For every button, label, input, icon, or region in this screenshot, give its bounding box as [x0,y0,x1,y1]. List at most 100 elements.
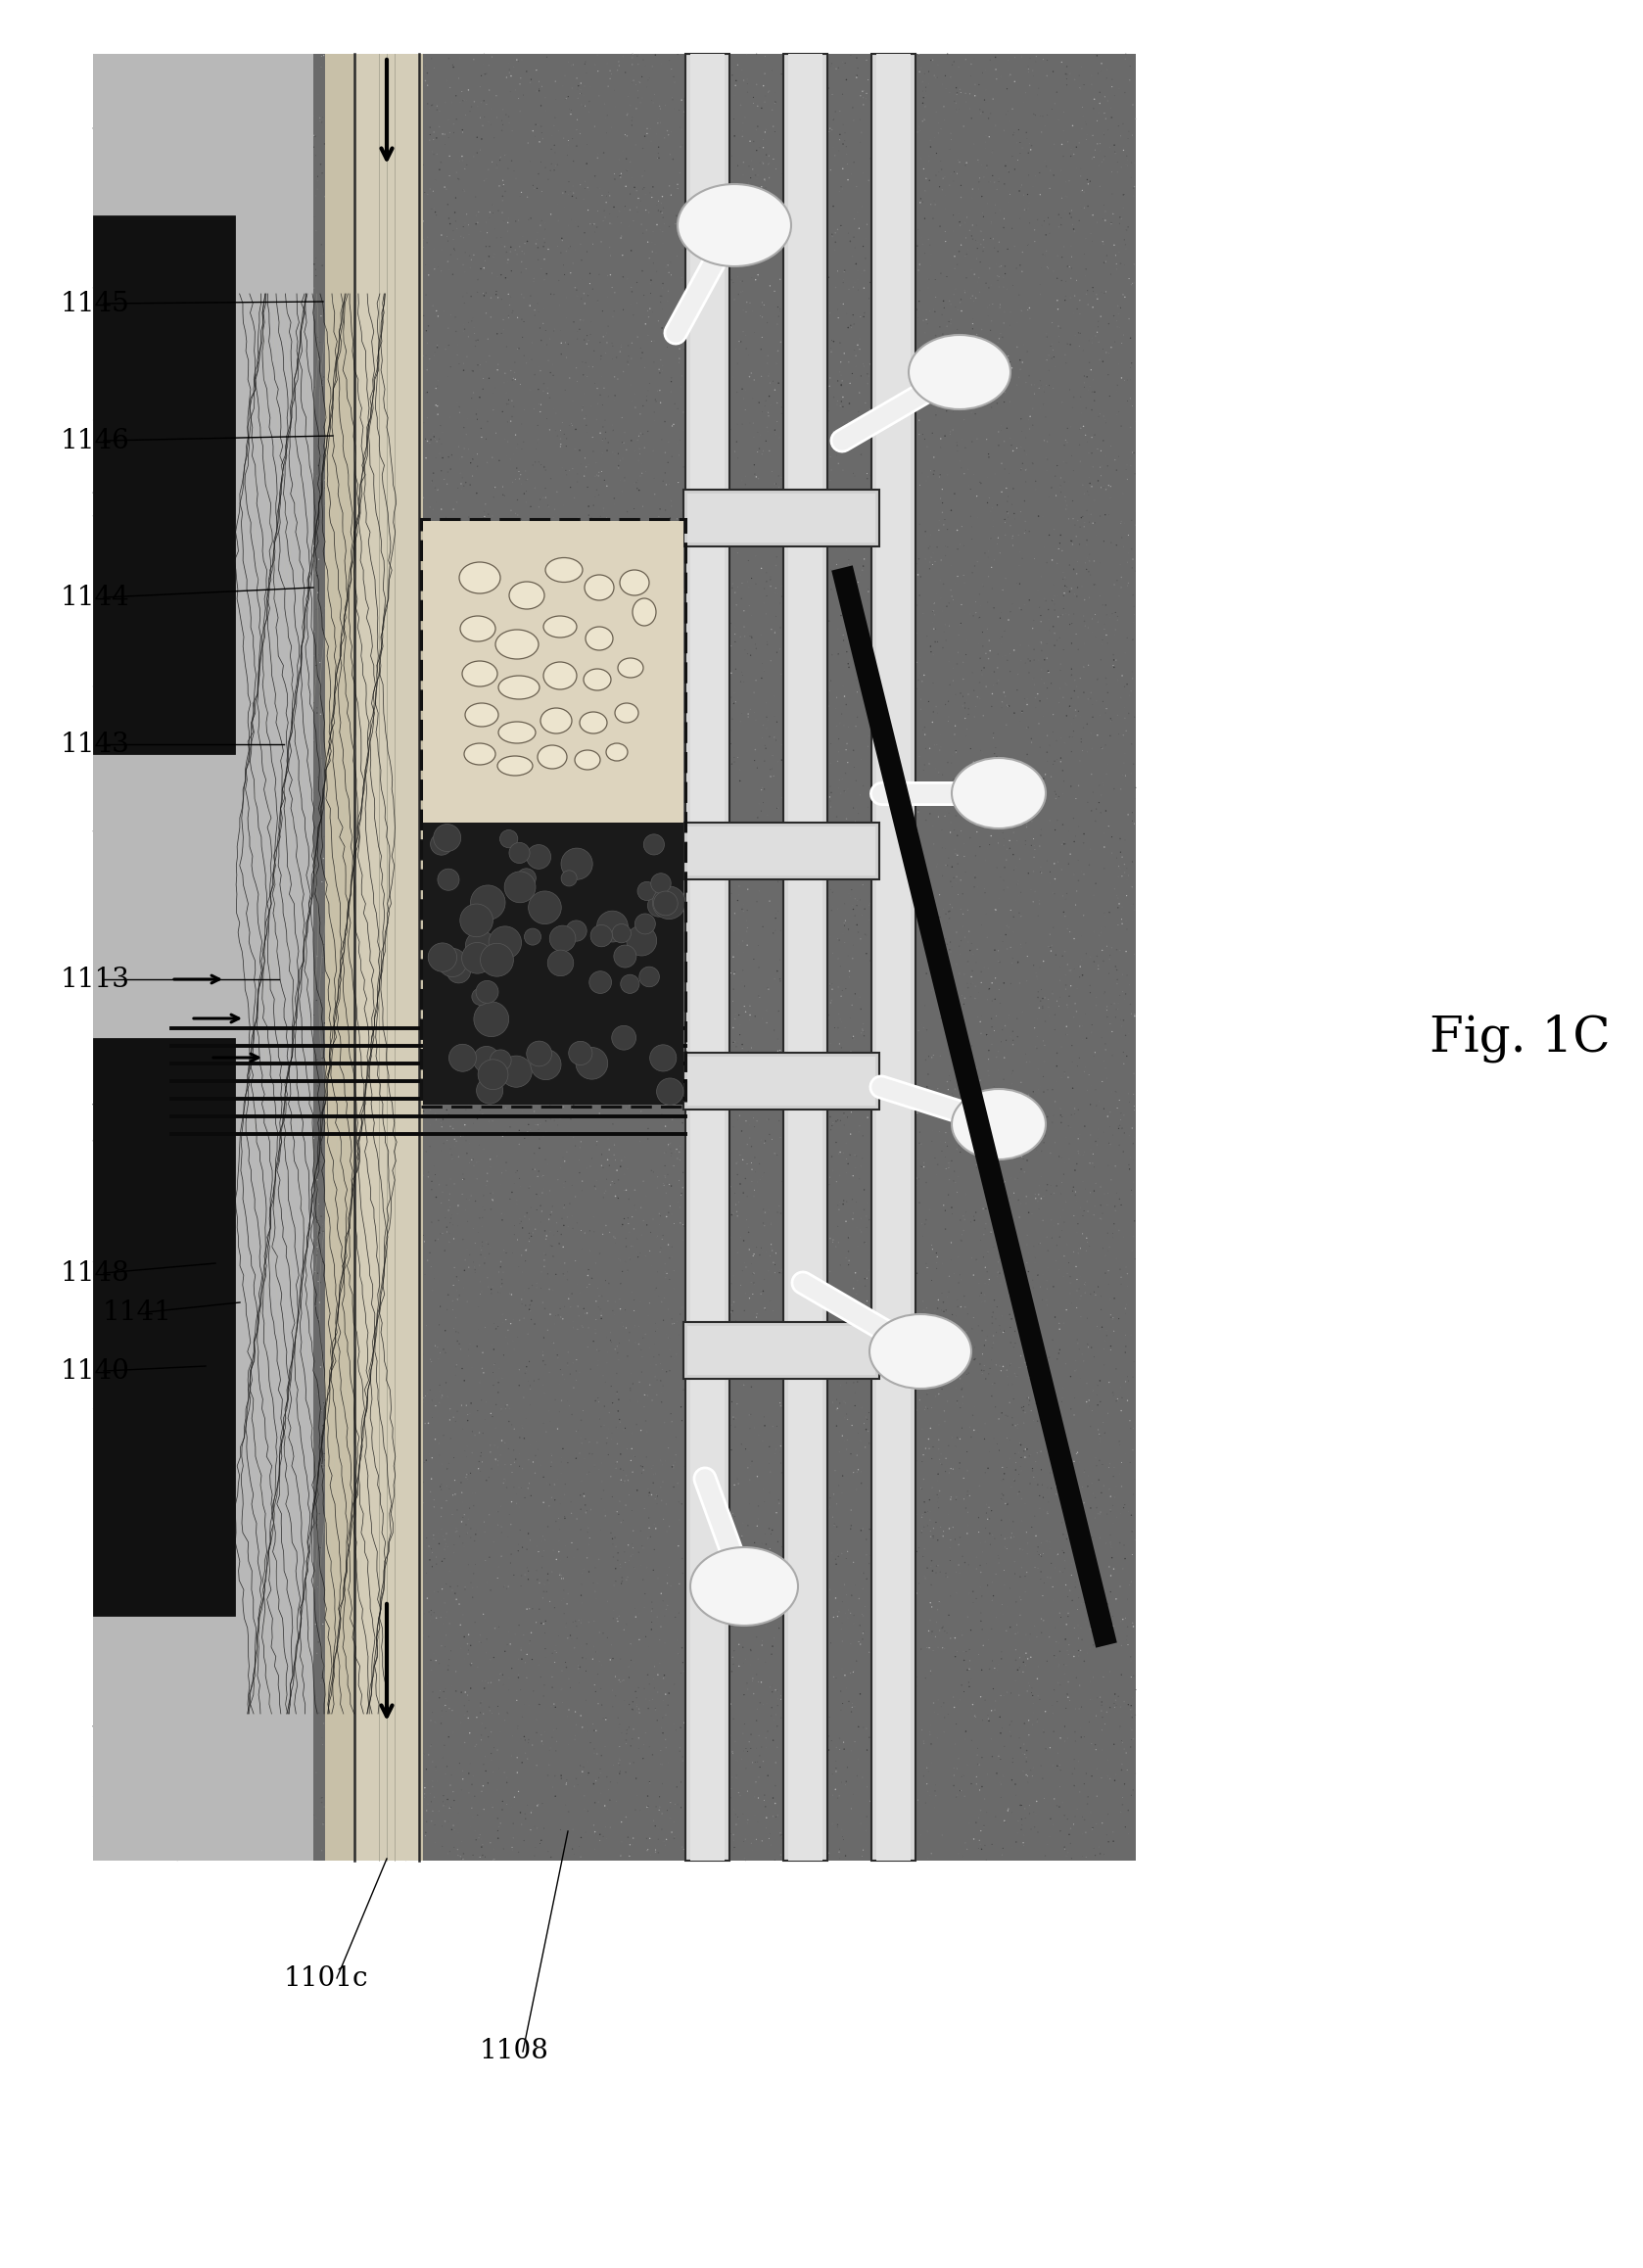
Point [897,1211,923,1247]
Point [945,839,971,875]
Point [920,880,946,916]
Point [812,132,838,168]
Point [361,186,388,222]
Point [961,1329,987,1365]
Point [685,1134,711,1170]
Point [909,919,935,955]
Point [1045,989,1071,1025]
Point [669,1105,695,1141]
Point [720,1647,746,1683]
Point [335,1222,361,1259]
Point [979,1737,1006,1774]
Point [343,905,370,941]
Point [1066,315,1093,352]
Point [1027,816,1053,853]
Point [633,1315,659,1352]
Point [187,1349,214,1386]
Point [171,1495,197,1531]
Point [764,506,790,542]
Point [680,1474,706,1510]
Point [999,138,1025,175]
Point [790,1576,817,1613]
Point [751,433,777,469]
Point [422,943,449,980]
Point [872,1243,899,1279]
Point [976,1057,1002,1093]
Point [105,789,131,826]
Point [652,1592,679,1628]
Point [900,1819,927,1855]
Point [463,474,490,510]
Point [365,417,391,454]
Point [695,674,721,710]
Point [854,1061,881,1098]
Point [450,921,476,957]
Point [1121,596,1147,633]
Point [176,1542,202,1579]
Point [485,594,511,631]
Point [1086,1828,1112,1864]
Point [467,1454,493,1490]
Point [373,1374,399,1411]
Point [366,1093,393,1129]
Point [327,1254,353,1290]
Point [624,1687,651,1724]
Point [616,1381,642,1418]
Point [568,86,595,122]
Point [179,406,205,442]
Point [600,1520,626,1556]
Point [825,1390,851,1427]
Point [283,361,309,397]
Point [499,399,526,435]
Point [705,154,731,191]
Point [761,1293,787,1329]
Point [1071,1109,1098,1145]
Point [422,1379,449,1415]
Point [886,1610,912,1647]
Point [856,574,882,610]
Point [486,1349,513,1386]
Point [872,891,899,928]
Point [240,1529,266,1565]
Point [761,819,787,855]
Point [493,1388,519,1424]
Point [128,43,154,79]
Point [641,633,667,669]
Point [667,1141,693,1177]
Point [573,1043,600,1080]
Point [762,798,789,835]
Point [802,1669,828,1706]
Point [378,218,404,254]
Point [751,771,777,807]
Point [544,674,570,710]
Point [1101,871,1127,907]
Point [587,170,613,206]
Point [296,127,322,163]
Point [869,324,895,361]
Point [263,431,289,467]
Point [1107,1708,1134,1744]
Point [1061,1751,1088,1787]
Point [904,1168,930,1204]
Point [99,603,125,640]
Point [209,440,235,476]
Point [499,1651,526,1687]
Point [823,1742,849,1778]
Point [577,744,603,780]
Point [539,118,565,154]
Point [734,1034,761,1070]
Point [212,490,238,526]
Point [447,721,473,758]
Point [202,839,228,875]
Point [501,866,527,903]
Point [567,1141,593,1177]
Point [649,225,675,261]
Point [659,1449,685,1486]
Point [243,125,269,161]
Point [1104,966,1130,1002]
Point [412,1442,439,1479]
Point [1086,1463,1112,1499]
Point [542,1690,568,1726]
Point [449,1349,475,1386]
Point [616,1207,642,1243]
